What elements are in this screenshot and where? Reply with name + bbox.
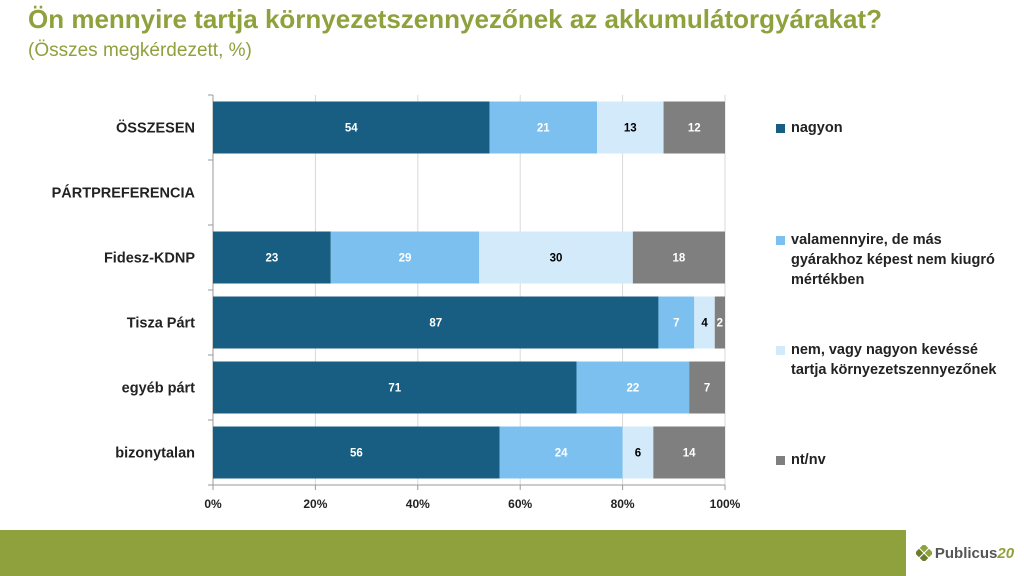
legend-swatch [776, 236, 785, 245]
legend-swatch [776, 456, 785, 465]
data-label: 6 [635, 448, 641, 460]
category-label: bizonytalan [115, 446, 195, 462]
bar-segment [689, 361, 725, 414]
data-label: 56 [350, 448, 363, 460]
x-tick-label: 80% [611, 497, 635, 511]
bar-segment [622, 426, 654, 479]
chart-title: Ön mennyire tartja környezetszennyezőnek… [28, 4, 882, 34]
data-label: 2 [717, 318, 723, 330]
data-label: 12 [688, 123, 701, 135]
category-label: egyéb párt [122, 381, 195, 397]
data-label: 29 [399, 253, 412, 265]
logo-number: 20 [997, 544, 1015, 562]
chart-subtitle: (Összes megkérdezett, %) [28, 40, 252, 61]
data-label: 18 [673, 253, 686, 265]
category-label: PÁRTPREFERENCIA [52, 185, 196, 202]
data-label: 14 [683, 448, 696, 460]
bar-segment [213, 361, 577, 414]
legend-item: nt/nv [776, 450, 1006, 470]
category-label: Fidesz-KDNP [104, 251, 195, 267]
legend-label: nagyon [791, 120, 843, 136]
legend-swatch [776, 124, 785, 133]
legend-label: valamennyire, de más gyárakhoz képest ne… [791, 232, 995, 288]
data-label: 23 [265, 253, 278, 265]
category-label: ÖSSZESEN [116, 120, 195, 137]
data-label: 7 [673, 318, 679, 330]
bar-segment [632, 231, 725, 284]
bar-segment [499, 426, 623, 479]
bar-segment [658, 296, 695, 349]
category-label: Tisza Párt [127, 316, 195, 332]
legend-item: nagyon [776, 118, 1006, 138]
footer-bar [0, 530, 1024, 576]
x-tick-label: 20% [303, 497, 327, 511]
legend-label: nt/nv [791, 452, 826, 468]
bar-segment [576, 361, 690, 414]
legend-label: nem, vagy nagyon kevéssé tartja környeze… [791, 342, 997, 378]
bar-segment [663, 101, 725, 154]
data-label: 4 [701, 318, 708, 330]
bar-segment [213, 101, 490, 154]
x-tick-label: 100% [710, 497, 741, 511]
bar-segment [213, 426, 500, 479]
bar-segment [653, 426, 725, 479]
data-label: 7 [704, 383, 710, 395]
data-label: 24 [555, 448, 568, 460]
bar-segment [694, 296, 715, 349]
bar-segment [479, 231, 633, 284]
x-tick-label: 60% [508, 497, 532, 511]
data-label: 13 [624, 123, 637, 135]
bar-segment [714, 296, 725, 349]
data-label: 30 [550, 253, 563, 265]
bar-segment [489, 101, 597, 154]
data-label: 21 [537, 123, 550, 135]
x-tick-label: 0% [204, 497, 222, 511]
data-label: 87 [429, 318, 442, 330]
bar-segment [213, 231, 331, 284]
bar-segment [213, 296, 659, 349]
legend-item: nem, vagy nagyon kevéssé tartja környeze… [776, 340, 1006, 380]
data-label: 54 [345, 123, 358, 135]
x-tick-label: 40% [406, 497, 430, 511]
publicus-logo: Publicus 20 [906, 530, 1024, 576]
publicus-logo-icon [915, 545, 932, 561]
legend-item: valamennyire, de más gyárakhoz képest ne… [776, 230, 1006, 290]
data-label: 22 [626, 383, 639, 395]
bar-segment [597, 101, 664, 154]
data-label: 71 [388, 383, 401, 395]
legend-swatch [776, 346, 785, 355]
bar-segment [330, 231, 480, 284]
logo-text: Publicus [934, 544, 998, 562]
